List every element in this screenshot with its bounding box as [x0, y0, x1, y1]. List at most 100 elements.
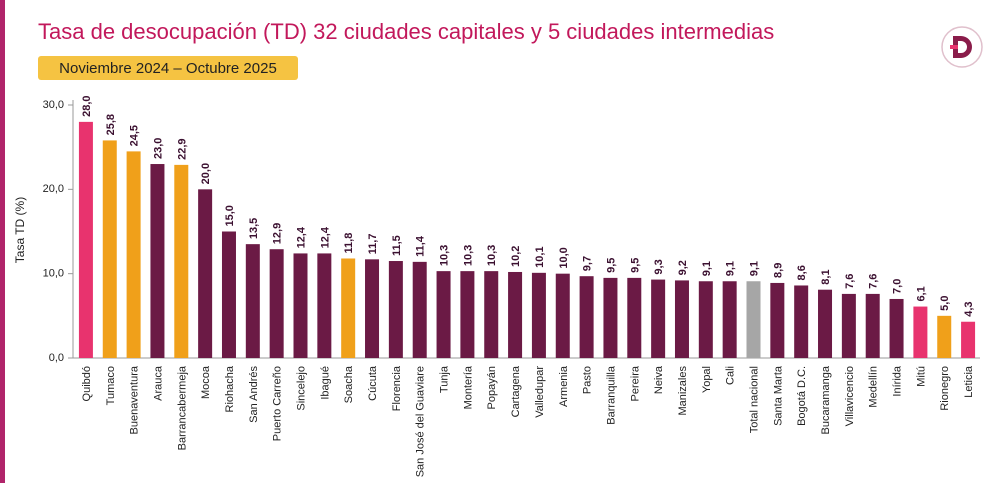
x-tick-label: Bucaramanga: [820, 365, 832, 434]
value-label: 13,5: [248, 218, 260, 239]
bar: [412, 261, 427, 358]
x-tick-label: Cali: [725, 366, 737, 385]
value-label: 12,4: [296, 226, 308, 248]
value-label: 7,0: [892, 279, 904, 294]
value-label: 9,5: [605, 258, 617, 273]
x-tick-label: San Andrés: [248, 366, 260, 423]
value-label: 7,6: [844, 274, 856, 289]
bar: [436, 271, 451, 358]
value-label: 6,1: [915, 286, 927, 301]
x-tick-label: Santa Marta: [772, 365, 784, 426]
x-tick-label: Mocoa: [200, 365, 212, 399]
bar: [746, 281, 761, 358]
bar: [579, 276, 594, 358]
y-tick-label: 10,0: [43, 268, 64, 280]
bar: [651, 279, 666, 358]
bar: [317, 253, 332, 358]
y-tick-label: 20,0: [43, 183, 64, 195]
bar: [555, 273, 570, 358]
value-label: 7,6: [868, 274, 880, 289]
value-label: 4,3: [963, 301, 975, 316]
chart-subtitle: Noviembre 2024 – Octubre 2025: [59, 60, 277, 77]
value-label: 23,0: [152, 138, 164, 159]
y-tick-label: 0,0: [49, 352, 64, 364]
x-tick-label: Pereira: [629, 365, 641, 401]
bar: [818, 289, 833, 358]
x-tick-label: Buenaventura: [129, 365, 141, 434]
x-tick-label: Montería: [462, 365, 474, 409]
bar: [341, 258, 356, 358]
x-tick-label: Villavicencio: [844, 366, 856, 426]
x-tick-label: Yopal: [701, 366, 713, 393]
bar: [508, 271, 523, 358]
bar: [698, 281, 713, 358]
x-tick-label: San José del Guaviare: [415, 366, 427, 477]
value-label: 20,0: [200, 163, 212, 184]
x-tick-label: Barranquilla: [605, 365, 617, 425]
x-tick-label: Rionegro: [939, 366, 951, 411]
bar: [269, 249, 284, 358]
value-label: 9,3: [653, 259, 665, 274]
bar: [722, 281, 737, 358]
value-label: 10,3: [439, 245, 451, 266]
value-label: 8,1: [820, 269, 832, 284]
bar: [961, 321, 976, 358]
bar: [460, 271, 475, 358]
y-axis-label: Tasa TD (%): [13, 197, 27, 263]
bar: [841, 293, 856, 358]
x-tick-label: Sincelejo: [296, 366, 308, 411]
x-tick-label: Puerto Carreño: [272, 366, 284, 441]
bar: [126, 151, 141, 358]
x-tick-label: Bogotá D.C.: [796, 366, 808, 426]
x-tick-label: Soacha: [343, 365, 355, 403]
bar: [102, 140, 117, 358]
value-label: 22,9: [176, 138, 188, 159]
value-label: 9,1: [701, 261, 713, 276]
x-tick-label: Cartagena: [510, 365, 522, 417]
value-label: 9,2: [677, 260, 689, 275]
bar: [221, 231, 236, 358]
value-label: 11,5: [391, 235, 403, 256]
x-tick-label: Riohacha: [224, 365, 236, 412]
x-tick-label: Tumaco: [105, 366, 117, 405]
x-tick-label: Ibagué: [319, 366, 331, 400]
logo: [941, 26, 983, 68]
value-label: 11,8: [343, 233, 355, 254]
x-tick-label: Medellín: [868, 366, 880, 408]
subtitle-box: [38, 56, 298, 80]
bar: [913, 306, 928, 358]
value-label: 8,9: [772, 263, 784, 278]
x-tick-label: Neiva: [653, 365, 665, 394]
bar: [674, 280, 689, 358]
x-tick-label: Mitú: [915, 366, 927, 387]
value-label: 10,1: [534, 246, 546, 267]
x-tick-label: Manizales: [677, 366, 689, 416]
bar: [865, 293, 880, 358]
value-label: 10,3: [486, 245, 498, 266]
bar: [174, 164, 189, 358]
side-stripe: [0, 0, 5, 483]
bar: [770, 282, 785, 358]
x-tick-label: Pasto: [582, 366, 594, 394]
bar: [484, 271, 499, 358]
bar: [388, 261, 403, 358]
x-tick-label: Arauca: [152, 365, 164, 401]
value-label: 9,1: [749, 261, 761, 276]
x-tick-label: Quibdó: [81, 366, 93, 401]
x-tick-label: Tunja: [439, 365, 451, 393]
x-tick-label: Armenia: [558, 365, 570, 407]
bar: [794, 285, 809, 358]
bar: [937, 315, 952, 358]
bar: [603, 277, 618, 358]
x-tick-label: Popayán: [486, 366, 498, 409]
value-label: 9,7: [582, 256, 594, 271]
bar: [531, 272, 546, 358]
value-label: 11,4: [415, 235, 427, 257]
x-tick-label: Barrancabermeja: [176, 365, 188, 450]
value-label: 28,0: [81, 95, 93, 116]
value-label: 8,6: [796, 265, 808, 280]
value-label: 12,4: [319, 226, 331, 248]
x-tick-label: Total nacional: [749, 366, 761, 433]
bar: [245, 244, 260, 358]
